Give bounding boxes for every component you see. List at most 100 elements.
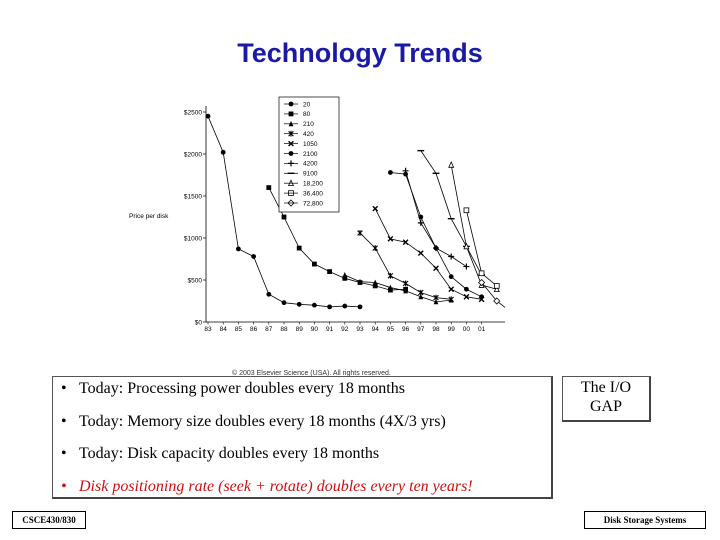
data-point xyxy=(417,250,424,257)
y-tick-label: $500 xyxy=(188,278,203,285)
data-point xyxy=(479,294,484,300)
data-point xyxy=(478,278,486,287)
data-point xyxy=(402,239,409,246)
data-point xyxy=(312,302,317,308)
legend-label: 1050 xyxy=(303,141,318,148)
data-point xyxy=(388,284,393,290)
data-point xyxy=(448,253,455,260)
bullet-list-box: • Today: Processing power doubles every 1… xyxy=(52,376,553,499)
x-tick-label: 99 xyxy=(448,326,456,333)
data-point xyxy=(448,286,455,293)
legend-label: 20 xyxy=(303,101,311,108)
bullet-marker: • xyxy=(61,478,67,495)
data-point xyxy=(342,303,348,309)
bullet-memory-size: • Today: Memory size doubles every 18 mon… xyxy=(61,413,446,431)
legend-label: 2100 xyxy=(303,151,318,158)
legend-label: 9100 xyxy=(303,171,318,178)
series-line-1050 xyxy=(374,208,482,300)
data-point xyxy=(312,261,317,267)
data-point xyxy=(433,265,439,272)
series-markers-72800 xyxy=(478,278,501,305)
data-point xyxy=(464,286,469,292)
y-tick-label: $1500 xyxy=(184,194,202,201)
series-line-18200 xyxy=(450,164,497,290)
y-axis-label: Price per disk xyxy=(129,213,169,220)
x-tick-label: 94 xyxy=(372,326,380,333)
bullet-text: Today: Processing power doubles every 18… xyxy=(79,380,405,397)
data-point xyxy=(372,205,379,212)
y-tick-label: $1000 xyxy=(184,236,202,243)
series-markers-210 xyxy=(342,272,454,305)
x-tick-label: 88 xyxy=(280,326,288,333)
data-point xyxy=(281,300,287,306)
data-point xyxy=(463,263,470,270)
data-point xyxy=(372,245,378,251)
series-markers-4200 xyxy=(402,167,470,270)
data-point xyxy=(372,279,378,285)
x-tick-label: 93 xyxy=(356,326,364,333)
bullet-marker: • xyxy=(61,445,67,462)
series-markers-18200 xyxy=(448,161,500,293)
data-point xyxy=(327,269,332,274)
series-markers-420 xyxy=(357,230,454,303)
data-point xyxy=(342,275,348,281)
footer-course-code: CSCE430/830 xyxy=(12,511,86,529)
series-markers-2100 xyxy=(388,170,484,300)
bullet-disk-capacity: • Today: Disk capacity doubles every 18 m… xyxy=(61,445,379,463)
x-tick-label: 92 xyxy=(341,326,349,333)
data-point xyxy=(388,170,393,175)
bullet-marker: • xyxy=(61,380,67,397)
data-point xyxy=(342,272,348,278)
data-point xyxy=(433,298,439,305)
data-point xyxy=(403,288,408,294)
data-point xyxy=(463,207,470,214)
bullet-text: Today: Memory size doubles every 18 mont… xyxy=(79,413,446,430)
data-point xyxy=(372,283,378,289)
legend-label: 420 xyxy=(303,131,314,138)
x-tick-label: 00 xyxy=(463,326,471,333)
x-tick-label: 90 xyxy=(311,326,319,333)
data-point xyxy=(357,230,363,236)
legend-label: 18,200 xyxy=(303,181,323,188)
data-point xyxy=(357,278,363,285)
data-point xyxy=(448,274,454,280)
data-point xyxy=(448,296,454,303)
series-line-72800 xyxy=(481,282,505,308)
data-point xyxy=(220,149,226,155)
series-line-2100 xyxy=(390,172,482,298)
data-point xyxy=(236,246,241,252)
data-point xyxy=(418,289,424,296)
x-tick-label: 84 xyxy=(220,326,228,333)
data-point xyxy=(493,283,500,289)
data-point xyxy=(205,113,211,119)
data-point xyxy=(296,245,302,251)
data-point xyxy=(281,214,287,220)
data-point xyxy=(463,293,470,300)
footer-topic: Disk Storage Systems xyxy=(584,511,706,529)
x-tick-label: 97 xyxy=(417,326,425,333)
series-markers-36400 xyxy=(463,207,500,289)
io-gap-callout: The I/O GAP xyxy=(562,376,651,422)
price-per-disk-chart: $0 $500 $1000 $1500 $2000 $2500 Price per disk… xyxy=(129,96,505,333)
legend-label: 80 xyxy=(303,111,311,118)
data-point xyxy=(387,235,394,242)
x-tick-label: 01 xyxy=(478,326,486,333)
data-point xyxy=(448,161,455,168)
x-tick-label: 85 xyxy=(235,326,243,333)
legend-label: 72,800 xyxy=(303,200,323,207)
x-tick-label: 83 xyxy=(204,326,212,333)
legend-label: 36,400 xyxy=(303,190,323,197)
data-point xyxy=(251,254,256,259)
data-point xyxy=(387,272,394,279)
data-point xyxy=(493,297,501,305)
series-line-4200 xyxy=(405,170,467,267)
y-tick-label: $0 xyxy=(195,320,203,327)
series-markers-20 xyxy=(205,113,363,310)
data-point xyxy=(418,293,424,300)
bullet-processing-power: • Today: Processing power doubles every 1… xyxy=(61,380,405,398)
data-point xyxy=(402,280,409,287)
io-gap-line1: The I/O xyxy=(580,379,632,396)
x-tick-label: 98 xyxy=(432,326,440,333)
bullet-text: Disk positioning rate (seek + rotate) do… xyxy=(79,478,473,495)
data-point xyxy=(433,294,439,301)
